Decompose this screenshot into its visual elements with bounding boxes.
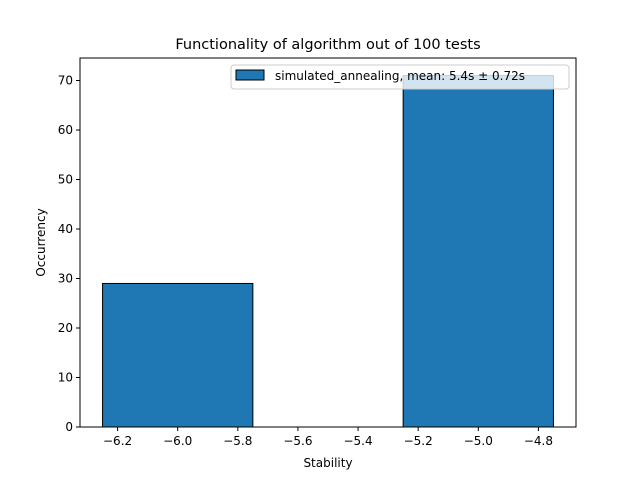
chart-title: Functionality of algorithm out of 100 te… [175, 37, 480, 53]
plot-frame [79, 57, 577, 428]
x-tick-label: −5.2 [404, 434, 433, 448]
y-tick-label: 20 [58, 321, 73, 335]
y-axis: 0 10 20 30 40 50 60 70 [58, 74, 80, 434]
y-tick-label: 0 [65, 420, 73, 434]
y-axis-label: Occurrency [34, 208, 48, 276]
x-tick-label: −6.0 [163, 434, 192, 448]
legend-swatch [235, 69, 265, 81]
x-axis: −6.2 −6.0 −5.8 −5.6 −5.4 −5.2 −5.0 −4.8 [103, 427, 553, 448]
x-tick-label: −5.6 [283, 434, 312, 448]
x-tick-label: −4.8 [524, 434, 553, 448]
y-tick-label: 60 [58, 123, 73, 137]
x-tick-label: −5.4 [343, 434, 372, 448]
bar-1 [102, 282, 254, 428]
bar-2 [402, 75, 554, 428]
y-tick-label: 10 [58, 371, 73, 385]
legend: simulated_annealing, mean: 5.4s ± 0.72s [230, 64, 570, 90]
y-tick-label: 30 [58, 272, 73, 286]
legend-box [230, 64, 570, 90]
y-tick-label: 70 [58, 74, 73, 88]
bars-group [102, 75, 554, 428]
x-tick-label: −5.8 [223, 434, 252, 448]
x-tick-label: −5.0 [464, 434, 493, 448]
y-tick-label: 40 [58, 222, 73, 236]
x-tick-label: −6.2 [103, 434, 132, 448]
y-tick-label: 50 [58, 173, 73, 187]
x-axis-label: Stability [303, 456, 352, 470]
legend-label: simulated_annealing, mean: 5.4s ± 0.72s [275, 69, 525, 83]
